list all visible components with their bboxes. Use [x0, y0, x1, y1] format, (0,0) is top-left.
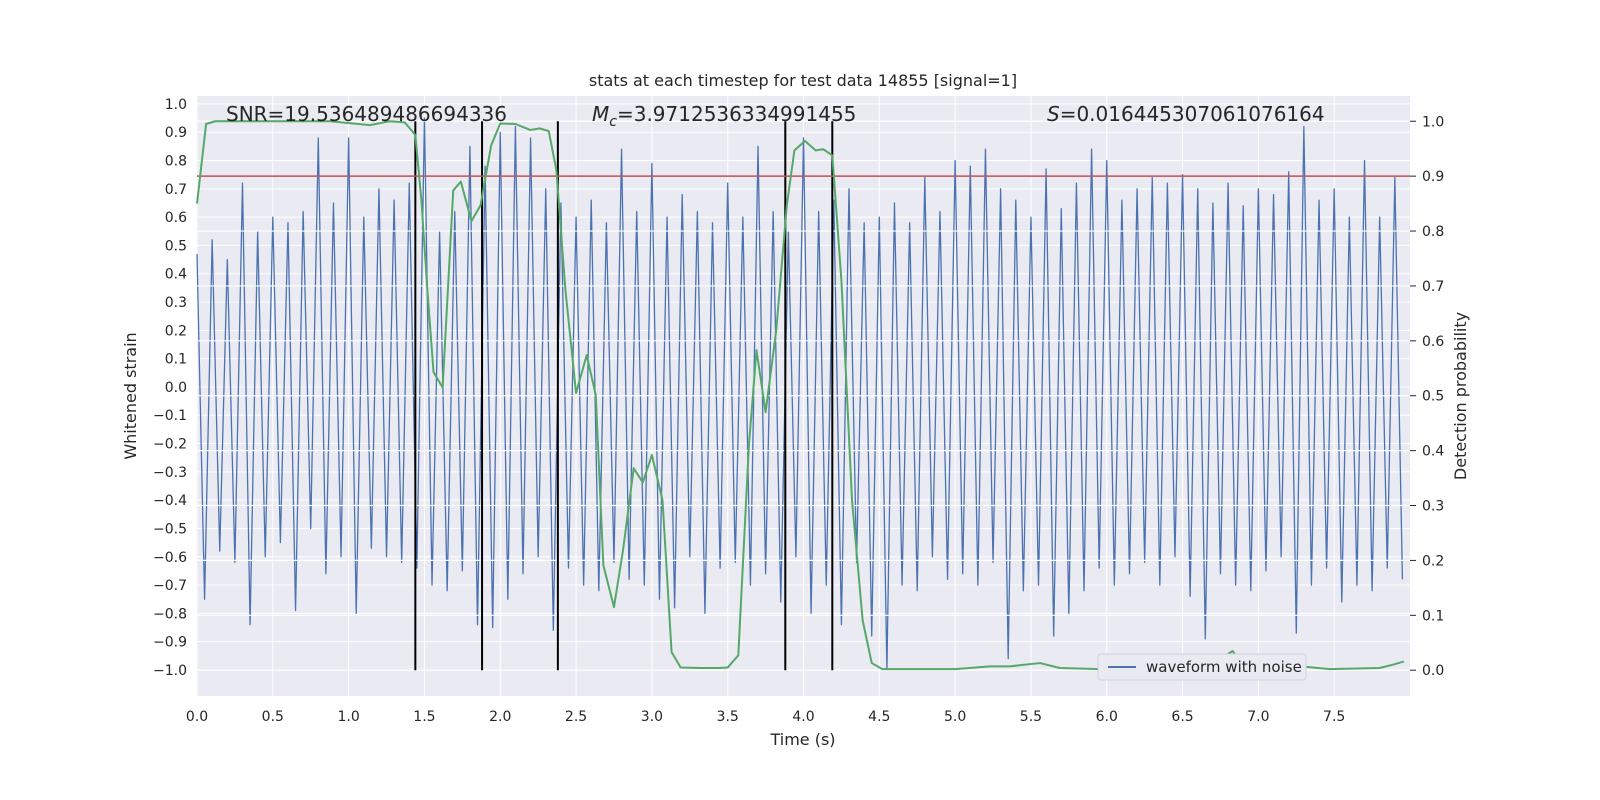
- y-tick-label: −0.4: [153, 493, 187, 509]
- x-axis-label: Time (s): [769, 730, 835, 749]
- y-tick-label: 0.7: [165, 182, 187, 198]
- x-tick-label: 5.5: [1020, 709, 1042, 725]
- y-axis-label: Whitened strain: [121, 332, 140, 459]
- x-tick-label: 4.0: [792, 709, 814, 725]
- y2-tick-label: 1.0: [1422, 114, 1444, 130]
- x-tick-label: 2.0: [489, 709, 511, 725]
- x-tick-label: 1.0: [337, 709, 359, 725]
- x-tick-label: 1.5: [413, 709, 435, 725]
- y-tick-label: −1.0: [153, 663, 187, 679]
- annotation: Mc=3.9712536334991455: [592, 102, 856, 130]
- y-tick-label: 0.3: [165, 295, 187, 311]
- annotation: S=0.016445307061076164: [1047, 102, 1325, 126]
- y2-tick-label: 0.1: [1422, 608, 1444, 624]
- y-tick-label: −0.9: [153, 635, 187, 651]
- y-tick-label: −0.5: [153, 521, 187, 537]
- y-tick-label: 0.1: [165, 352, 187, 368]
- y-tick-label: −0.6: [153, 550, 187, 566]
- y2-tick-label: 0.0: [1422, 663, 1444, 679]
- y2-tick-label: 0.9: [1422, 169, 1444, 185]
- y2-tick-label: 0.4: [1422, 444, 1444, 460]
- y-tick-label: −0.1: [153, 408, 187, 424]
- waveform-line: [196, 117, 1404, 671]
- y-tick-label: 0.6: [165, 210, 187, 226]
- y2-axis-label: Detection probability: [1451, 312, 1470, 480]
- annotation-text: =3.9712536334991455: [617, 102, 856, 126]
- x-tick-label: 5.0: [944, 709, 966, 725]
- x-tick-label: 0.5: [262, 709, 284, 725]
- x-tick-label: 3.0: [641, 709, 663, 725]
- x-tick-label: 4.5: [868, 709, 890, 725]
- x-tick-label: 2.5: [565, 709, 587, 725]
- y-tick-label: −0.7: [153, 578, 187, 594]
- x-tick-label: 6.0: [1096, 709, 1118, 725]
- annotation-text: SNR=19.536489486694336: [226, 102, 507, 126]
- annotation-subscript: c: [609, 114, 617, 130]
- legend-box: [1097, 653, 1307, 681]
- x-tick-label: 0.0: [186, 709, 208, 725]
- annotation-text: =0.016445307061076164: [1060, 102, 1325, 126]
- x-tick-label: 7.5: [1323, 709, 1345, 725]
- y2-tick-label: 0.3: [1422, 499, 1444, 515]
- annotation: SNR=19.536489486694336: [226, 102, 507, 126]
- x-tick-label: 3.5: [717, 709, 739, 725]
- y-tick-label: 0.8: [165, 154, 187, 170]
- y2-tick-label: 0.2: [1422, 553, 1444, 569]
- x-tick-label: 6.5: [1171, 709, 1193, 725]
- y-tick-label: −0.2: [153, 437, 187, 453]
- y2-tick-label: 0.6: [1422, 334, 1444, 350]
- annotation-symbol: S: [1047, 102, 1060, 126]
- y2-tick-label: 0.8: [1422, 224, 1444, 240]
- y-tick-label: 0.4: [165, 267, 187, 283]
- chart-title: stats at each timestep for test data 148…: [589, 71, 1017, 90]
- y-tick-label: 0.2: [165, 323, 187, 339]
- y-tick-label: 0.0: [165, 380, 187, 396]
- y-tick-label: −0.3: [153, 465, 187, 481]
- x-tick-label: 7.0: [1247, 709, 1269, 725]
- y-tick-label: −0.8: [153, 606, 187, 622]
- y2-tick-label: 0.5: [1422, 389, 1444, 405]
- probability-line: [196, 120, 1405, 671]
- y-tick-label: 0.5: [165, 238, 187, 254]
- legend-label: waveform with noise: [1146, 658, 1302, 676]
- annotation-symbol: M: [592, 102, 609, 126]
- y-tick-label: 0.9: [165, 125, 187, 141]
- y2-tick-label: 0.7: [1422, 279, 1444, 295]
- y-tick-label: 1.0: [165, 97, 187, 113]
